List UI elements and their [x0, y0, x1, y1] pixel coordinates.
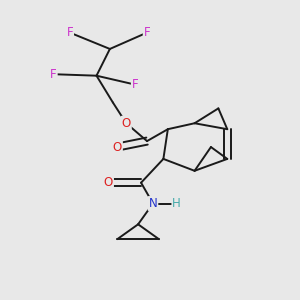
Text: F: F	[50, 68, 57, 81]
Text: O: O	[113, 140, 122, 154]
Text: F: F	[66, 26, 73, 39]
Text: O: O	[122, 117, 131, 130]
Text: H: H	[172, 197, 181, 210]
Text: N: N	[148, 197, 157, 210]
Text: O: O	[104, 176, 113, 189]
Text: F: F	[132, 78, 139, 91]
Text: F: F	[144, 26, 150, 39]
